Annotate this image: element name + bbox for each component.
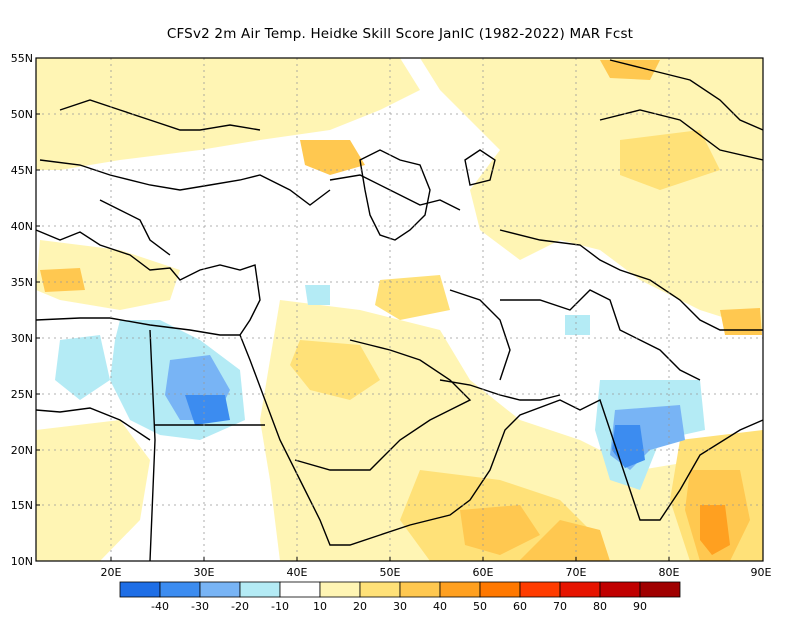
legend-label: 50	[473, 600, 487, 613]
lat-label-45n: 45N	[11, 164, 33, 177]
lon-label-80e: 80E	[659, 566, 680, 579]
legend-label: 80	[593, 600, 607, 613]
lat-label-25n: 25N	[11, 388, 33, 401]
legend-swatch	[279, 581, 321, 598]
legend-label: -20	[231, 600, 249, 613]
longitude-labels: 20E 30E 40E 50E 60E 70E 80E 90E	[101, 566, 772, 579]
latitude-labels: 55N 50N 45N 40N 35N 30N 25N 20N 15N 10N	[11, 52, 33, 568]
lon-label-20e: 20E	[101, 566, 122, 579]
legend-label: 20	[353, 600, 367, 613]
legend-swatch	[479, 581, 521, 598]
legend-swatch	[119, 581, 161, 598]
map-title: CFSv2 2m Air Temp. Heidke Skill Score Ja…	[166, 26, 634, 42]
legend-swatch	[359, 581, 401, 598]
lat-label-15n: 15N	[11, 499, 33, 512]
map-frame	[35, 57, 764, 562]
legend-swatch	[519, 581, 561, 598]
legend-swatch	[199, 581, 241, 598]
lat-label-30n: 30N	[11, 332, 33, 345]
legend-label: -10	[271, 600, 289, 613]
lon-label-70e: 70E	[566, 566, 587, 579]
legend-label: 40	[433, 600, 447, 613]
lat-label-10n: 10N	[11, 555, 33, 568]
legend-swatch	[159, 581, 201, 598]
legend-label: 10	[313, 600, 327, 613]
legend-label: -30	[191, 600, 209, 613]
legend-label: 30	[393, 600, 407, 613]
lat-label-50n: 50N	[11, 108, 33, 121]
coastlines	[36, 59, 763, 561]
legend-labels: -40 -30 -20 -10 10 20 30 40 50 60 70 80 90	[151, 600, 647, 613]
lat-label-40n: 40N	[11, 220, 33, 233]
graticule	[36, 58, 763, 561]
legend-swatch	[239, 581, 281, 598]
lon-label-60e: 60E	[473, 566, 494, 579]
legend-swatch	[599, 581, 641, 598]
legend-colorbar	[119, 581, 681, 598]
lon-label-40e: 40E	[287, 566, 308, 579]
lat-label-55n: 55N	[11, 52, 33, 65]
legend-label: -40	[151, 600, 169, 613]
lat-label-35n: 35N	[11, 276, 33, 289]
lat-label-20n: 20N	[11, 444, 33, 457]
legend-label: 70	[553, 600, 567, 613]
lon-label-30e: 30E	[194, 566, 215, 579]
lon-label-50e: 50E	[380, 566, 401, 579]
axis-ticks	[36, 57, 764, 562]
legend-swatch	[439, 581, 481, 598]
legend-swatch	[559, 581, 601, 598]
legend-label: 60	[513, 600, 527, 613]
legend-swatch	[639, 581, 681, 598]
lon-label-90e: 90E	[751, 566, 772, 579]
legend-label: 90	[633, 600, 647, 613]
legend-swatch	[399, 581, 441, 598]
shaded-field	[36, 58, 763, 561]
legend-swatch	[319, 581, 361, 598]
